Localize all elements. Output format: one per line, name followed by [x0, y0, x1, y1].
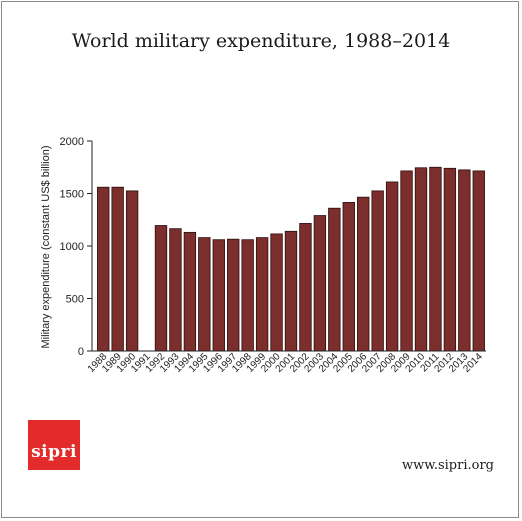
y-axis: 0 500 1000 1500 2000 — [60, 136, 93, 358]
bar-2000 — [270, 233, 283, 352]
bar-2006 — [357, 196, 370, 352]
bar-2014 — [472, 170, 485, 352]
bar-1990 — [125, 190, 139, 352]
y-tick-label: 500 — [66, 294, 84, 306]
y-axis-label: Military expenditure (constant US$ billi… — [40, 146, 52, 349]
y-tick-label: 0 — [78, 346, 84, 358]
bar-2012 — [443, 167, 457, 352]
bar-1989 — [111, 186, 124, 352]
bar-2004 — [328, 207, 341, 352]
bar-1997 — [227, 238, 240, 352]
y-tick-label: 1500 — [60, 189, 84, 201]
bar-2008 — [385, 181, 399, 352]
bar-1998 — [241, 239, 254, 352]
bar-2009 — [400, 170, 413, 352]
chart-title: World military expenditure, 1988–2014 — [71, 30, 451, 52]
bar-1994 — [183, 231, 197, 352]
bar-1992 — [154, 225, 168, 352]
bar-2002 — [299, 223, 312, 352]
bar-1988 — [97, 186, 110, 352]
x-axis: 1988198919901991199219931994199519961997… — [86, 350, 486, 375]
bar-2010 — [414, 167, 428, 352]
y-tick-label: 1000 — [60, 241, 84, 253]
bars — [97, 166, 485, 352]
bar-2001 — [284, 230, 298, 352]
bar-2013 — [458, 169, 471, 352]
bar-2011 — [429, 166, 442, 352]
bar-1999 — [255, 237, 269, 352]
logo-text: sipri — [31, 442, 77, 462]
bar-2005 — [342, 202, 355, 352]
website-url: www.sipri.org — [402, 458, 494, 473]
bar-1993 — [169, 228, 182, 352]
y-tick-label: 2000 — [60, 136, 84, 148]
bar-1996 — [212, 239, 225, 352]
bar-2007 — [371, 190, 384, 352]
bar-1995 — [198, 237, 211, 352]
bar-2003 — [313, 215, 327, 352]
sipri-logo: sipri — [28, 420, 80, 470]
